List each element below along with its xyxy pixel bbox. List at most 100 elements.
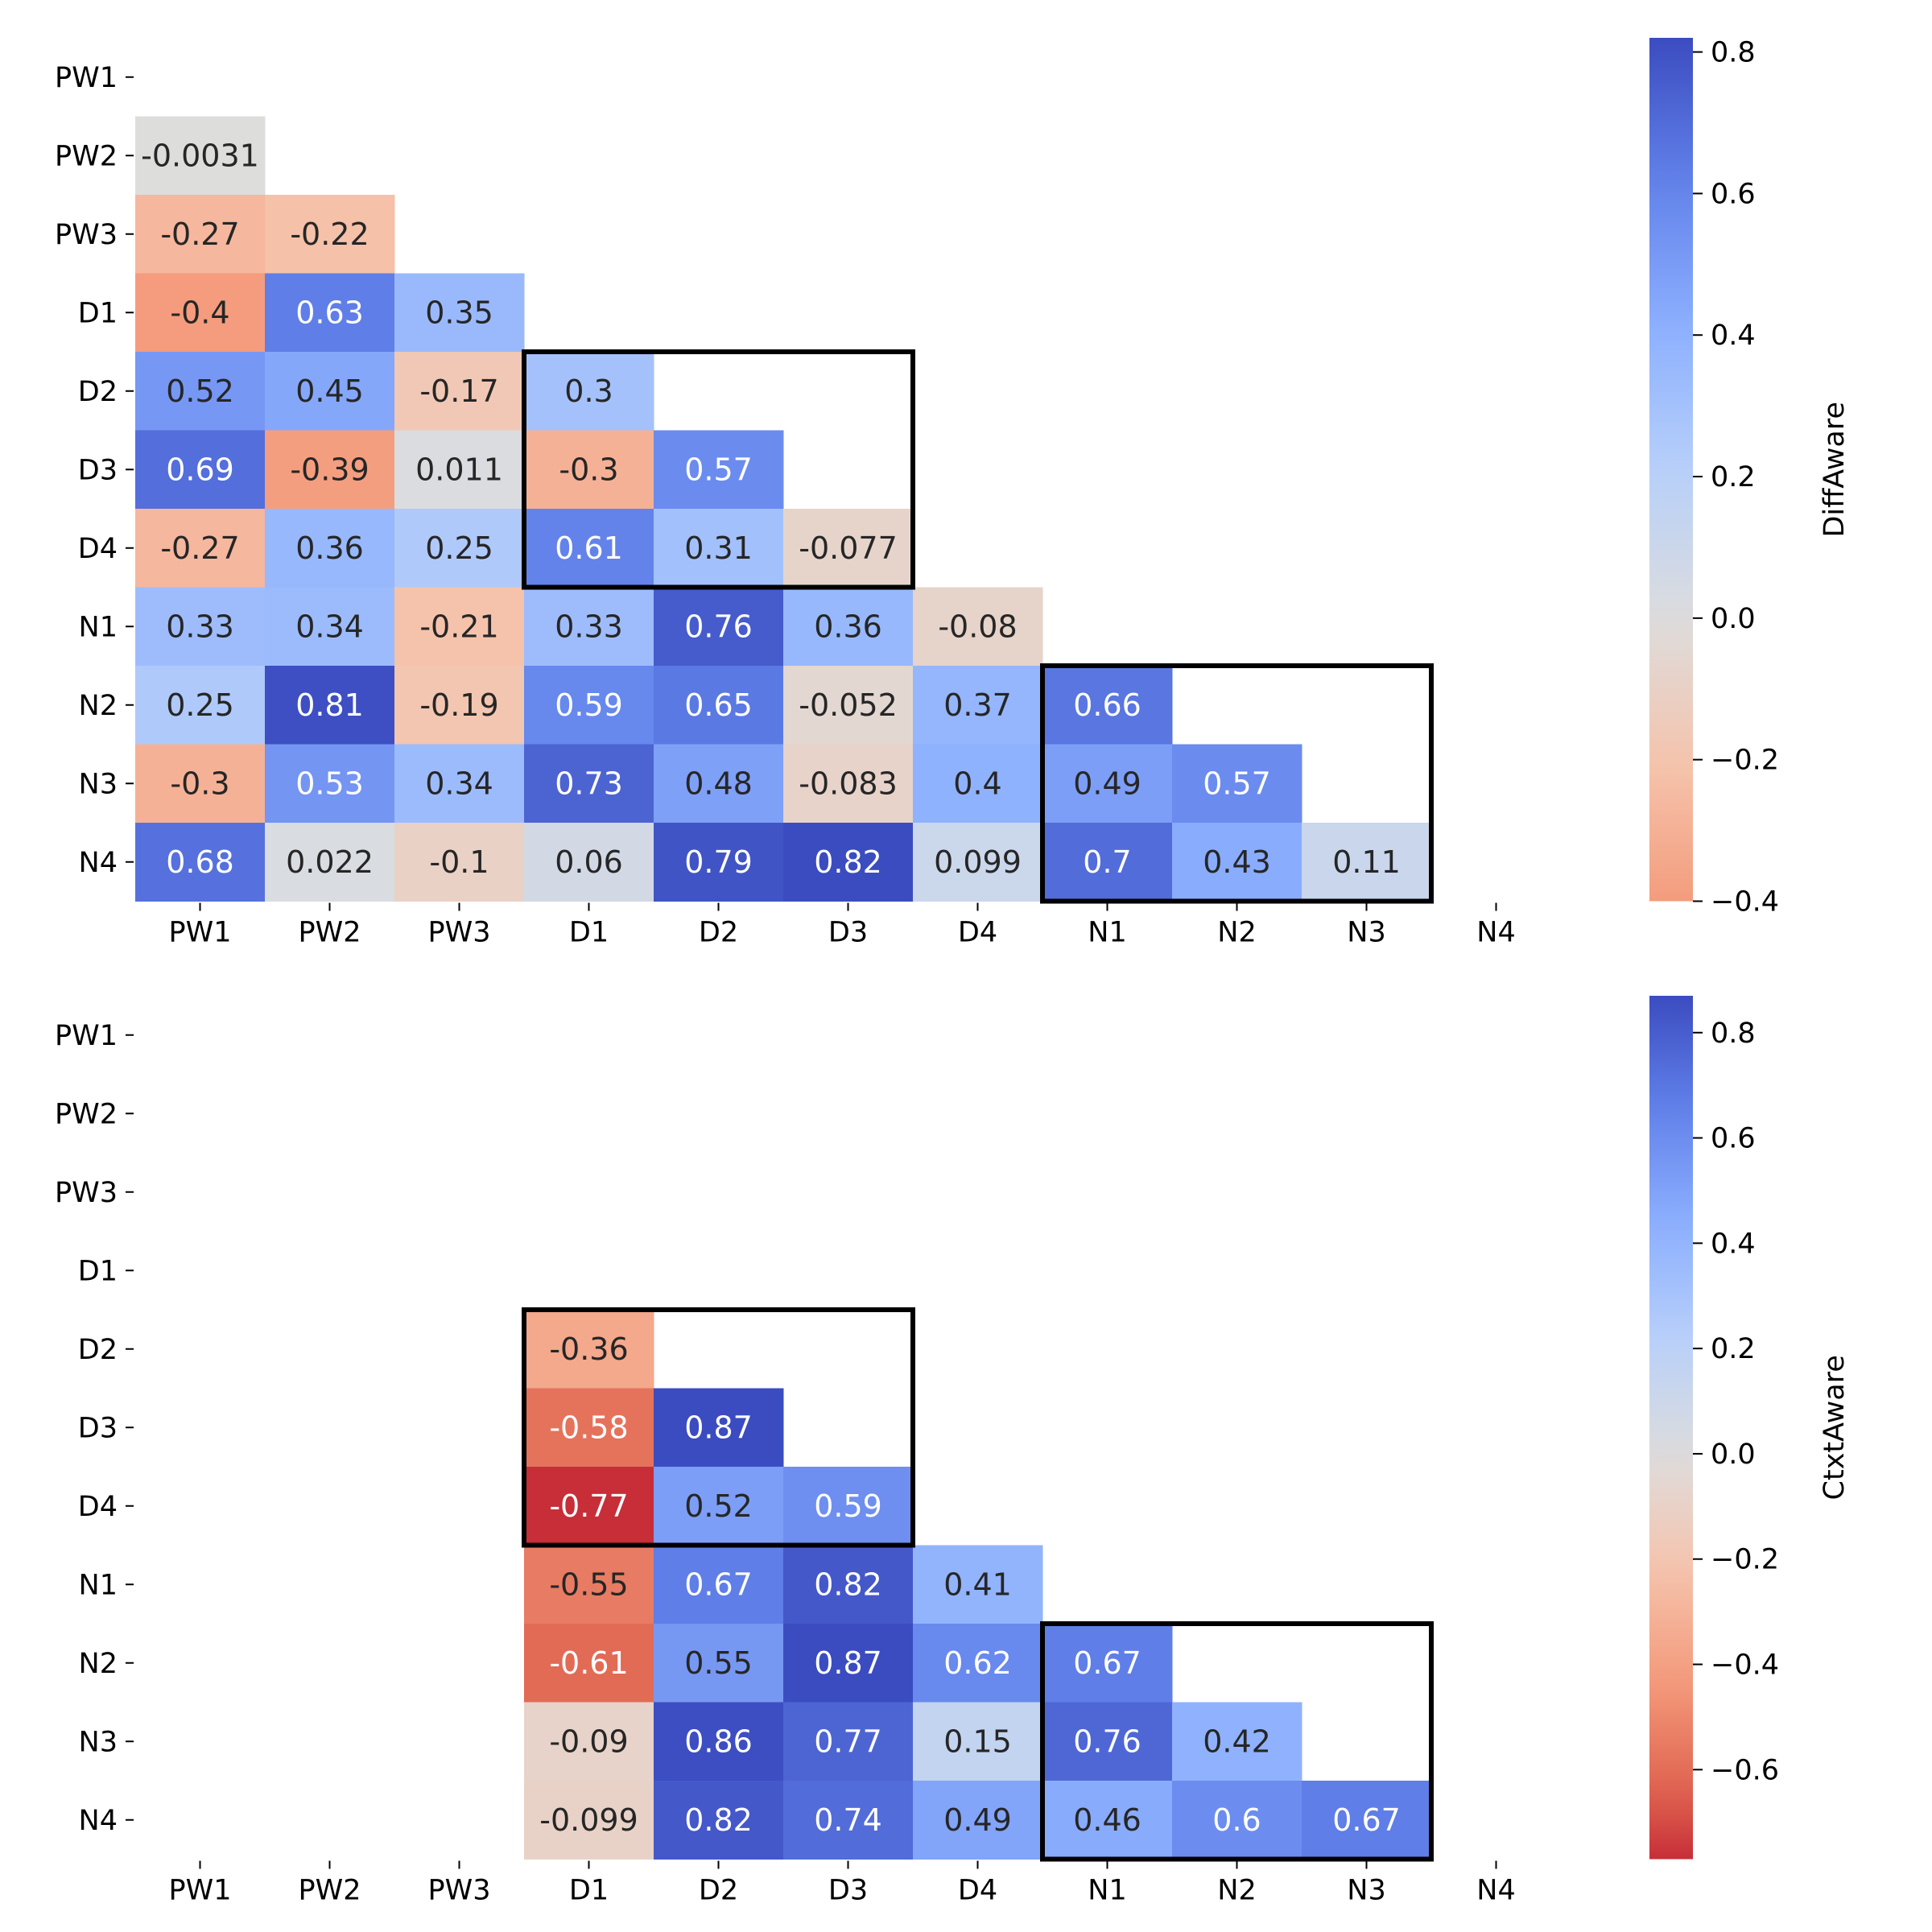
heatmap-cell (135, 587, 266, 667)
heatmap-cell (394, 823, 525, 902)
colorbar-tick-label: −0.6 (1711, 1754, 1779, 1786)
y-tick-label: PW2 (55, 140, 118, 172)
x-tick-label: N4 (1476, 917, 1515, 949)
cell-value-label: 0.3 (564, 374, 613, 409)
cell-value-label: -0.27 (160, 217, 239, 252)
cell-value-label: 0.42 (1203, 1724, 1271, 1759)
cell-value-label: 0.81 (295, 687, 364, 723)
heatmap-cell (654, 1467, 784, 1546)
cell-value-label: -0.61 (549, 1645, 628, 1681)
cell-value-label: 0.52 (684, 1488, 753, 1524)
heatmap-cell (654, 1545, 784, 1624)
heatmap-cell (394, 352, 525, 431)
heatmap-cell (783, 1545, 914, 1624)
cell-value-label: 0.7 (1083, 844, 1131, 880)
ctxtaware-heatmap-panel: -0.36 -0.58 0.87 -0.77 0.52 0.59 -0.55 0.67 0.82… (55, 996, 1851, 1907)
cell-value-label: 0.55 (684, 1645, 753, 1681)
cell-value-label: 0.63 (295, 295, 364, 330)
heatmap-cell (394, 509, 525, 588)
y-tick-label: D2 (78, 1334, 118, 1366)
cell-value-label: 0.34 (425, 766, 493, 801)
cell-value-label: 0.48 (684, 766, 753, 801)
cell-value-label: -0.27 (160, 530, 239, 566)
cell-value-label: -0.3 (170, 766, 229, 801)
cell-value-label: 0.67 (1073, 1645, 1141, 1681)
cell-value-label: 0.099 (934, 844, 1022, 880)
cell-value-label: 0.4 (953, 766, 1001, 801)
colorbar (1649, 996, 1693, 1860)
y-tick-label: D1 (78, 1255, 118, 1287)
heatmap-cell (524, 666, 654, 745)
y-tick-label: N2 (79, 690, 118, 722)
cell-value-label: -0.17 (419, 374, 498, 409)
heatmap-cell (265, 587, 395, 667)
heatmap-cell (265, 509, 395, 588)
cell-value-label: 0.36 (295, 530, 364, 566)
diffaware-heatmap-panel: -0.0031 -0.27 -0.22 -0.4 0.63 0.35 0.52 0.45 -0.… (55, 37, 1851, 949)
cell-value-label: -0.58 (549, 1410, 628, 1445)
colorbar-tick-label: −0.4 (1711, 1649, 1779, 1682)
cell-value-label: -0.77 (549, 1488, 628, 1524)
cell-value-label: -0.36 (549, 1331, 628, 1367)
colorbar-tick-label: 0.8 (1711, 1018, 1756, 1050)
heatmap-cell (1172, 1781, 1302, 1860)
heatmap-cell (913, 1781, 1043, 1860)
x-tick-label: N4 (1476, 1875, 1515, 1907)
highlight-box (1040, 1621, 1434, 1862)
cell-value-label: 0.37 (943, 687, 1012, 723)
x-tick-label: PW1 (169, 1875, 232, 1907)
x-tick-label: D2 (699, 1875, 738, 1907)
cell-value-label: 0.34 (295, 609, 364, 644)
heatmap-cell (524, 1624, 654, 1703)
heatmap-cell (265, 823, 395, 902)
heatmap-cell (394, 430, 525, 510)
x-tick-label: N1 (1088, 917, 1126, 949)
heatmap-cell (1172, 744, 1302, 824)
y-tick-label: D4 (78, 1491, 118, 1523)
heatmap-cell (135, 744, 266, 824)
cell-value-label: 0.11 (1332, 844, 1401, 880)
cell-value-label: 0.61 (555, 530, 623, 566)
heatmap-cell (783, 1624, 914, 1703)
x-tick-label: D2 (699, 917, 738, 949)
x-tick-label: PW3 (428, 917, 491, 949)
heatmap-cell (265, 430, 395, 510)
heatmap-cell (135, 273, 266, 353)
cell-value-label: 0.011 (415, 452, 503, 487)
y-tick-label: N1 (79, 611, 118, 643)
cell-value-label: -0.099 (539, 1802, 638, 1838)
cell-value-label: 0.73 (555, 766, 623, 801)
heatmap-cell (524, 509, 654, 588)
cell-value-label: 0.62 (943, 1645, 1012, 1681)
x-tick-label: PW2 (299, 917, 361, 949)
x-tick-label: N3 (1347, 1875, 1385, 1907)
cell-value-label: 0.49 (1073, 766, 1141, 801)
y-tick-label: N4 (79, 847, 118, 879)
x-tick-label: D4 (958, 917, 997, 949)
colorbar-tick-label: −0.2 (1711, 1544, 1779, 1576)
heatmap-cell (394, 666, 525, 745)
heatmap-cell (654, 1388, 784, 1468)
cell-value-label: 0.87 (814, 1645, 882, 1681)
heatmap-cell (524, 587, 654, 667)
cell-value-label: 0.41 (943, 1567, 1012, 1602)
colorbar-tick-label: 0.8 (1711, 37, 1756, 69)
heatmap-cell (265, 352, 395, 431)
cell-value-label: 0.33 (555, 609, 623, 644)
heatmap-cell (654, 1702, 784, 1781)
cell-value-label: 0.43 (1203, 844, 1271, 880)
highlight-box (522, 1307, 915, 1548)
x-tick-label: PW3 (428, 1875, 491, 1907)
x-tick-label: N1 (1088, 1875, 1126, 1907)
heatmap-cell (394, 587, 525, 667)
heatmap-cell (1042, 744, 1173, 824)
heatmap-cell (1302, 823, 1432, 902)
heatmap-cell (524, 1702, 654, 1781)
heatmap-cell (524, 1310, 654, 1389)
y-tick-label: D3 (78, 454, 118, 486)
heatmap-cell (654, 1624, 784, 1703)
cell-value-label: 0.76 (1073, 1724, 1141, 1759)
y-tick-label: N1 (79, 1569, 118, 1601)
cell-value-label: -0.077 (799, 530, 898, 566)
cell-value-label: 0.66 (1073, 687, 1141, 723)
